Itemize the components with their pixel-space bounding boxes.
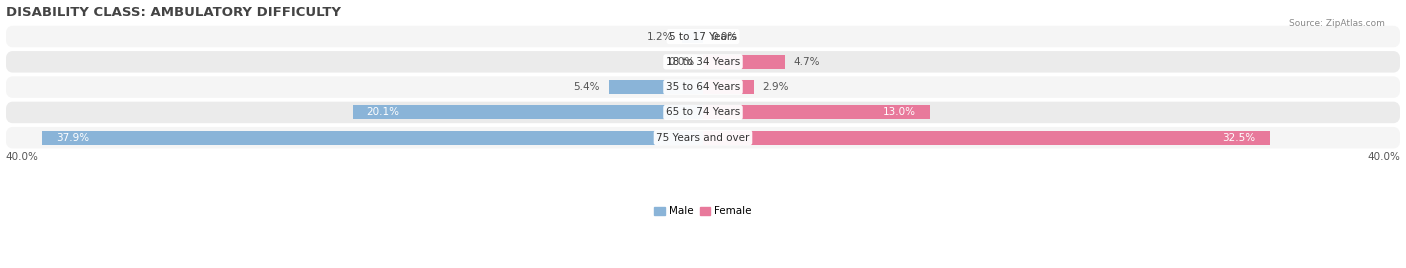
Text: 4.7%: 4.7% [793,57,820,67]
Bar [42,131,703,145]
FancyBboxPatch shape [6,26,1400,47]
Text: 5 to 17 Years: 5 to 17 Years [669,32,737,42]
Bar [353,106,703,119]
Text: 37.9%: 37.9% [56,133,89,143]
Text: 1.2%: 1.2% [647,32,673,42]
Text: 32.5%: 32.5% [1223,133,1256,143]
Text: 5.4%: 5.4% [574,82,600,92]
FancyBboxPatch shape [6,127,1400,148]
Bar [703,106,929,119]
Text: 13.0%: 13.0% [883,107,915,117]
Bar [703,131,1270,145]
Text: 35 to 64 Years: 35 to 64 Years [666,82,740,92]
Text: 40.0%: 40.0% [1368,152,1400,162]
Bar [703,55,785,69]
Text: DISABILITY CLASS: AMBULATORY DIFFICULTY: DISABILITY CLASS: AMBULATORY DIFFICULTY [6,6,340,18]
FancyBboxPatch shape [6,51,1400,73]
Bar [682,29,703,43]
Text: 2.9%: 2.9% [762,82,789,92]
Text: 0.0%: 0.0% [668,57,695,67]
Legend: Male, Female: Male, Female [650,202,756,221]
FancyBboxPatch shape [6,102,1400,123]
Bar [609,80,703,94]
Text: 18 to 34 Years: 18 to 34 Years [666,57,740,67]
Bar [703,80,754,94]
Text: 75 Years and over: 75 Years and over [657,133,749,143]
Text: 40.0%: 40.0% [6,152,38,162]
FancyBboxPatch shape [6,76,1400,98]
Text: 0.0%: 0.0% [711,32,738,42]
Text: Source: ZipAtlas.com: Source: ZipAtlas.com [1289,19,1385,28]
Text: 65 to 74 Years: 65 to 74 Years [666,107,740,117]
Text: 20.1%: 20.1% [367,107,399,117]
